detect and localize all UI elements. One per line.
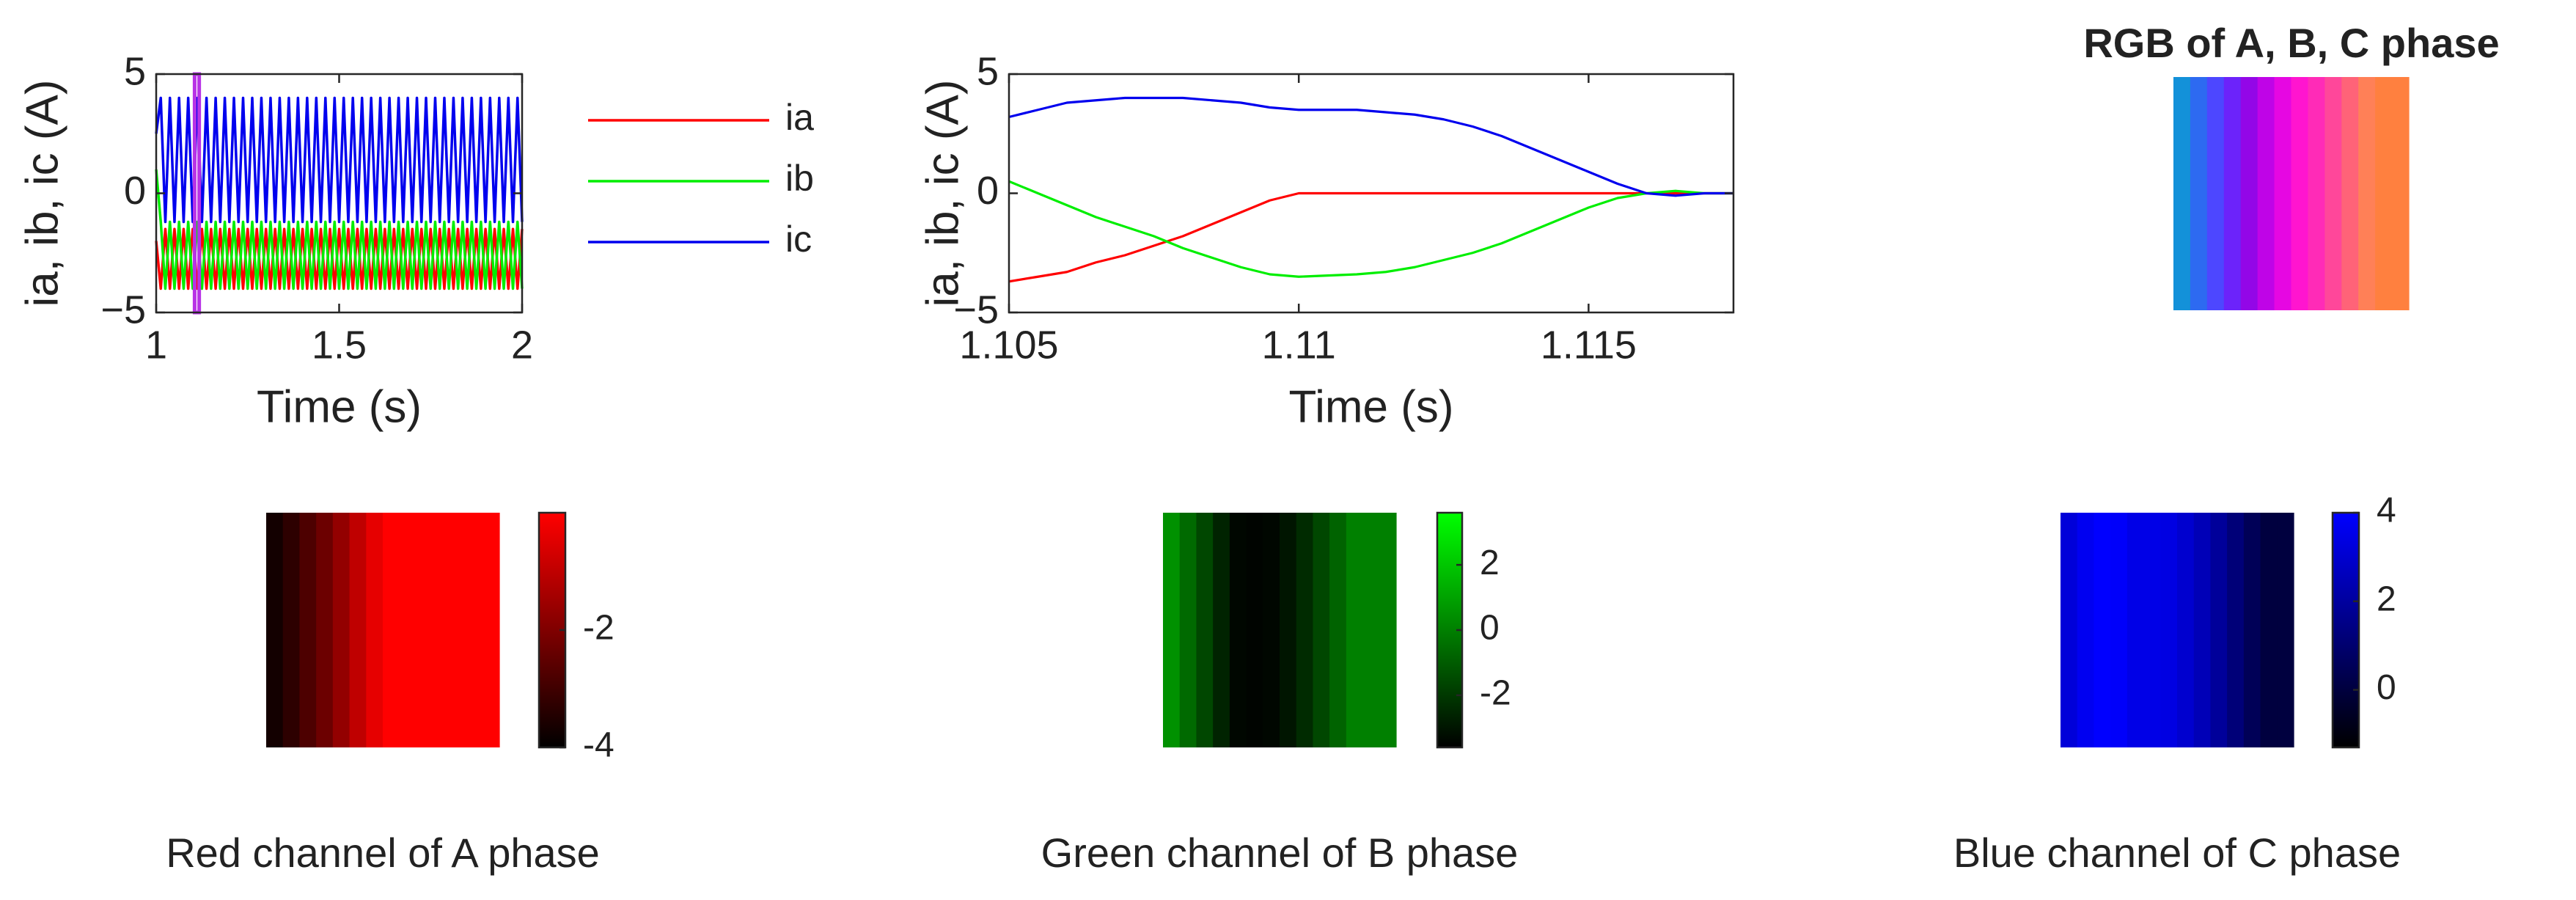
heatmap-cell (2094, 513, 2111, 747)
x-axis-label: Time (s) (1289, 381, 1454, 432)
y-tick-label: 5 (124, 49, 146, 93)
series-line (1008, 191, 1733, 283)
heatmap-cell (1313, 513, 1330, 747)
colorbar-tick-label: 0 (1480, 609, 1500, 648)
rgb-cell (2223, 77, 2242, 310)
heatmap-cell (482, 513, 500, 747)
heatmap-cell (2243, 513, 2261, 747)
rgb-cell (2308, 77, 2325, 310)
rgb-cell (2392, 77, 2410, 310)
series-line (1008, 180, 1733, 278)
heatmap-cell (2061, 513, 2078, 747)
rgb-cell (2190, 77, 2208, 310)
heatmap-cell (349, 513, 367, 747)
heatmap-title: Blue channel of C phase (1953, 830, 2401, 876)
heatmap-cell (1346, 513, 1364, 747)
heatmap-cell (1362, 513, 1380, 747)
legend-label: ib (785, 158, 814, 199)
heatmap-cell (433, 513, 450, 747)
colorbar-tick-label: 2 (1480, 544, 1500, 582)
x-tick-label: 2 (511, 323, 533, 367)
y-axis-label: ia, ib, ic (A) (917, 79, 968, 307)
heatmap-cell (1379, 513, 1397, 747)
series-line (155, 96, 524, 224)
heatmap-cell (2177, 513, 2195, 747)
rgb-cell (2240, 77, 2258, 310)
heatmap-cell (1163, 513, 1181, 747)
heatmap-cell (366, 513, 384, 747)
heatmap-cell (1263, 513, 1280, 747)
series-line (155, 227, 524, 290)
heatmap-cell (2110, 513, 2128, 747)
y-tick-label: −5 (100, 288, 146, 332)
heatmap-cell (2193, 513, 2212, 747)
heatmap-cell (316, 513, 334, 747)
heatmap-cell (1229, 513, 1247, 747)
heatmap-cell (332, 513, 351, 747)
heatmap-cell (416, 513, 433, 747)
heatmap-cell (383, 513, 400, 747)
heatmap-cell (1329, 513, 1347, 747)
heatmap-cell (1213, 513, 1230, 747)
heatmap-cell (282, 513, 301, 747)
heatmap-cell (2277, 513, 2294, 747)
x-tick-label: 1.11 (1262, 323, 1336, 367)
heatmap-cell (2127, 513, 2145, 747)
heatmap-cell (2143, 513, 2161, 747)
rgb-cell (2206, 77, 2225, 310)
x-tick-label: 1.115 (1541, 323, 1637, 367)
heatmap-title: Red channel of A phase (166, 830, 600, 876)
rgb-cell (2324, 77, 2342, 310)
x-axis-label: Time (s) (257, 381, 422, 432)
y-axis-label: ia, ib, ic (A) (17, 79, 67, 307)
rgb-cell (2375, 77, 2393, 310)
heatmap-cell (2210, 513, 2228, 747)
heatmap-cell (466, 513, 483, 747)
series-line (1008, 96, 1733, 197)
heatmap-cell (1280, 513, 1297, 747)
y-tick-label: 0 (977, 169, 999, 213)
colorbar-tick-label: 4 (2377, 491, 2396, 530)
heatmap-cell (2227, 513, 2245, 747)
heatmap-cell (1179, 513, 1197, 747)
heatmap-cell (2077, 513, 2095, 747)
rgb-cell (2291, 77, 2309, 310)
x-tick-label: 1.105 (959, 323, 1058, 367)
rgb-cell (2257, 77, 2275, 310)
rgb-title: RGB of A, B, C phase (2083, 20, 2499, 66)
y-tick-label: −5 (953, 288, 999, 332)
colorbar-tick-label: 0 (2377, 668, 2396, 707)
legend-label: ia (785, 97, 814, 138)
heatmap-cell (2160, 513, 2178, 747)
heatmap-cell (299, 513, 317, 747)
colorbar-tick-label: -2 (583, 609, 614, 648)
colorbar-tick-label: -4 (583, 726, 614, 765)
rgb-cell (2173, 77, 2191, 310)
heatmap-cell (2260, 513, 2278, 747)
heatmap-cell (1246, 513, 1263, 747)
y-tick-label: 5 (977, 49, 999, 93)
heatmap-cell (1296, 513, 1314, 747)
rgb-cell (2358, 77, 2376, 310)
rgb-cell (2274, 77, 2292, 310)
y-tick-label: 0 (124, 169, 146, 213)
colorbar-tick-label: 2 (2377, 579, 2396, 618)
colorbar (2331, 511, 2360, 749)
heatmap-cell (266, 513, 284, 747)
heatmap-cell (399, 513, 417, 747)
series-line (155, 169, 524, 290)
rgb-cell (2341, 77, 2359, 310)
legend-label: ic (785, 219, 812, 260)
heatmap-cell (449, 513, 467, 747)
x-tick-label: 1.5 (312, 323, 367, 367)
heatmap-cell (1196, 513, 1214, 747)
heatmap-title: Green channel of B phase (1041, 830, 1519, 876)
colorbar-tick-label: -2 (1480, 674, 1511, 713)
x-tick-label: 1 (145, 323, 167, 367)
